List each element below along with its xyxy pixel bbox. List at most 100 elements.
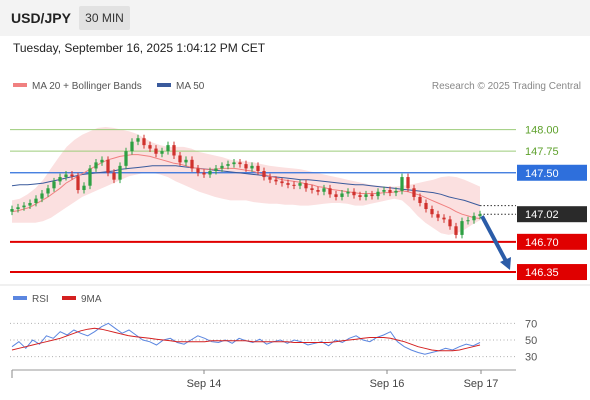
candle-body <box>106 159 110 173</box>
legend-9ma-swatch <box>62 296 76 301</box>
candle-body <box>346 191 350 194</box>
timeframe-button[interactable]: 30 MIN <box>79 6 130 30</box>
candle-body <box>10 209 14 212</box>
rsi-tick-label: 50 <box>525 335 537 347</box>
candle-body <box>160 151 164 154</box>
legend-ma20-swatch <box>13 83 27 88</box>
candle-body <box>262 171 266 178</box>
candle-body <box>28 202 32 206</box>
candle-body <box>76 176 80 191</box>
candle-body <box>370 194 374 197</box>
legend-rsi-swatch <box>13 296 27 301</box>
candle-body <box>478 214 482 216</box>
candle-body <box>340 193 344 197</box>
candle-body <box>52 181 56 189</box>
candle-body <box>448 219 452 227</box>
candle-body <box>130 141 134 152</box>
candle-body <box>244 164 248 169</box>
candle-body <box>424 202 428 210</box>
candle-body <box>178 155 182 163</box>
top-bar: USD/JPY 30 MIN <box>0 0 590 36</box>
candle-body <box>352 191 356 196</box>
candle-body <box>268 177 272 180</box>
resistance-1-label: 147.75 <box>525 146 559 158</box>
candle-body <box>82 185 86 191</box>
candle-body <box>190 159 194 169</box>
symbol-title: USD/JPY <box>11 10 71 26</box>
x-tick-label: Sep 16 <box>370 378 405 390</box>
rsi-tick-label: 70 <box>525 318 537 330</box>
candle-body <box>58 177 62 182</box>
support-2-label-box <box>517 264 587 281</box>
candle-body <box>394 190 398 193</box>
candle-body <box>454 226 458 235</box>
current-price-label: 147.02 <box>525 209 559 221</box>
candle-body <box>112 172 116 180</box>
candle-body <box>196 168 200 173</box>
candle-body <box>436 214 440 218</box>
credit-text: Research © 2025 Trading Central <box>431 81 581 92</box>
candle-body <box>358 195 362 197</box>
support-1-label: 146.70 <box>525 237 559 249</box>
chart-datetime: Tuesday, September 16, 2025 1:04:12 PM C… <box>13 41 266 55</box>
candle-body <box>430 209 434 215</box>
candle-body <box>382 190 386 192</box>
candle-body <box>94 162 98 169</box>
candle-body <box>298 183 302 186</box>
legend-rsi-label: RSI <box>32 294 49 305</box>
candle-body <box>286 183 290 185</box>
rsi-line <box>11 322 481 355</box>
candle-body <box>364 194 368 197</box>
candle-body <box>238 162 242 165</box>
candle-body <box>46 188 50 194</box>
forecast-arrow-shaft <box>480 215 509 264</box>
candle-body <box>148 145 152 149</box>
forecast-arrow-head <box>500 257 511 271</box>
rsi-tick-label: 30 <box>525 352 537 364</box>
candle-body <box>376 191 380 197</box>
candle-body <box>34 198 38 203</box>
support-2-label: 146.35 <box>525 267 559 279</box>
pivot-label-box <box>517 164 587 181</box>
candle-body <box>40 193 44 199</box>
candle-body <box>22 205 26 208</box>
candle-body <box>124 151 128 166</box>
candle-body <box>136 138 140 142</box>
candle-body <box>142 138 146 146</box>
legend-ma50-swatch <box>157 83 171 88</box>
legend-9ma-label: 9MA <box>81 294 102 305</box>
candle-body <box>388 190 392 193</box>
candle-body <box>466 220 470 222</box>
candle-body <box>400 177 404 191</box>
legend-ma20: MA 20 + Bollinger Bands <box>13 81 142 92</box>
candle-body <box>184 159 188 163</box>
x-tick-label: Sep 17 <box>464 378 499 390</box>
legend-ma20-label: MA 20 + Bollinger Bands <box>32 81 142 92</box>
pivot-label: 147.50 <box>525 168 559 180</box>
candle-body <box>100 159 104 163</box>
candle-body <box>310 188 314 191</box>
candle-body <box>64 174 68 178</box>
candle-body <box>250 165 254 169</box>
candle-body <box>472 215 476 221</box>
candle-body <box>460 221 464 235</box>
legend-ma50-label: MA 50 <box>176 81 205 92</box>
x-tick-label: Sep 14 <box>187 378 222 390</box>
candle-body <box>292 184 296 186</box>
candle-body <box>16 207 20 210</box>
candle-body <box>172 145 176 156</box>
candle-body <box>328 188 332 195</box>
candle-body <box>442 217 446 220</box>
candle-body <box>412 188 416 197</box>
current-price-box <box>517 206 587 223</box>
candle-body <box>334 194 338 197</box>
candle-body <box>70 174 74 177</box>
candle-body <box>118 165 122 180</box>
candle-body <box>256 165 260 172</box>
rsi-9ma-line <box>11 327 481 352</box>
resistance-2-label: 148.00 <box>525 125 559 137</box>
candle-body <box>406 177 410 189</box>
candle-body <box>208 171 212 175</box>
candle-body <box>304 183 308 189</box>
